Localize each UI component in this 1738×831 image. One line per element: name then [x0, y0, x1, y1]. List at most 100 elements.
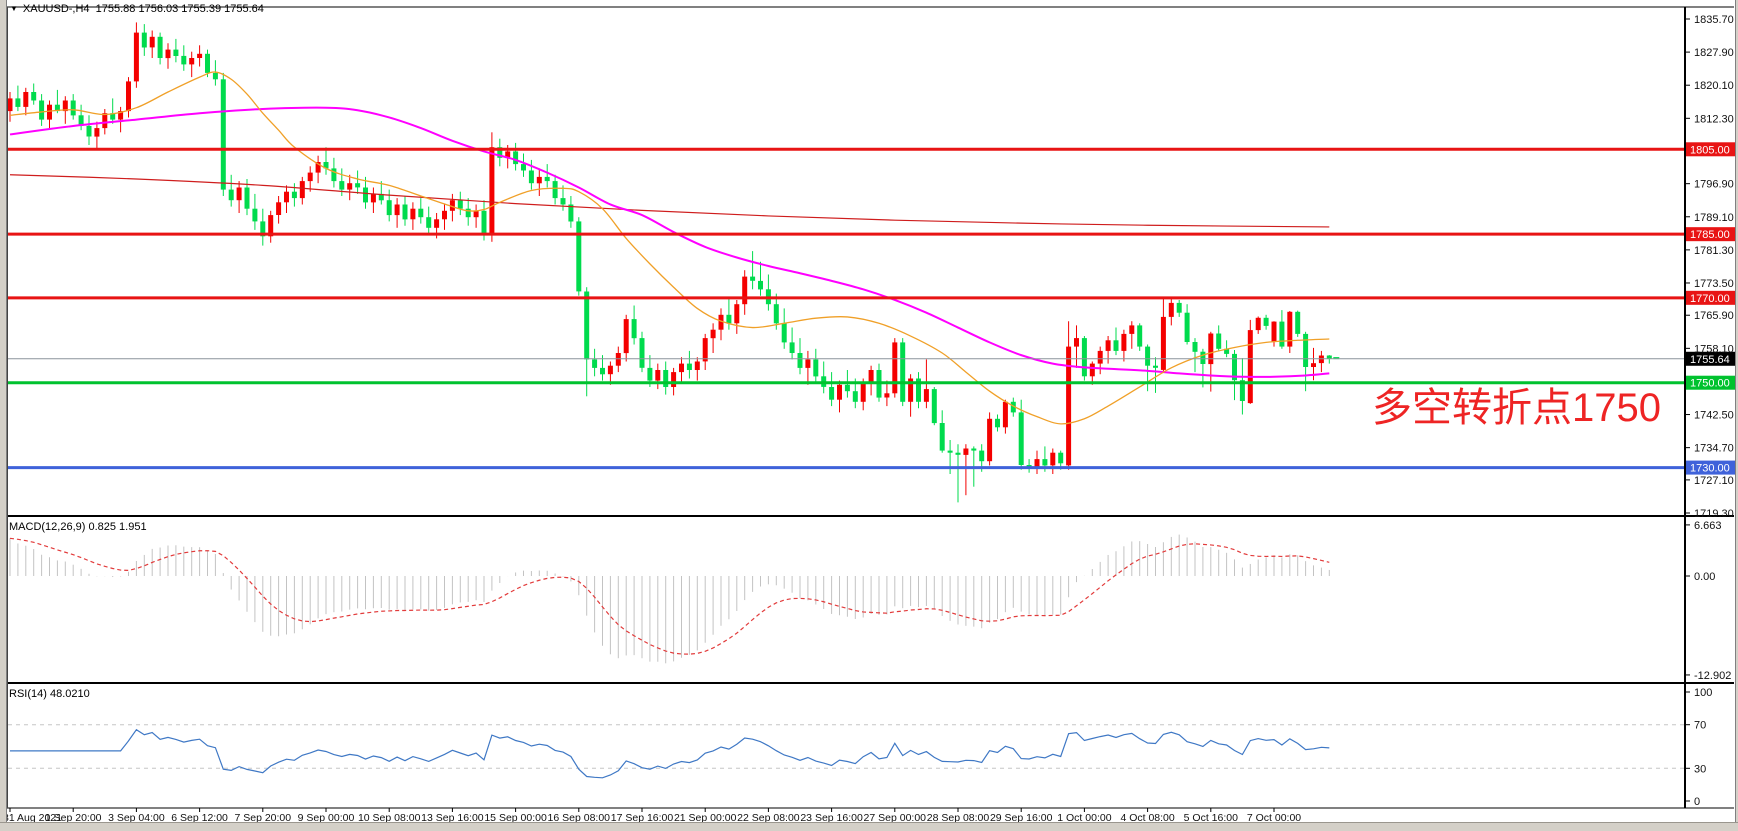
- macd-axis-tick: 0.00: [1694, 571, 1715, 583]
- chart-dropdown-icon[interactable]: ▼: [10, 4, 18, 13]
- candle-up: [908, 378, 914, 402]
- candle-down: [181, 55, 187, 65]
- rsi-axis-tick: 0: [1694, 796, 1700, 808]
- candle-down: [1303, 333, 1309, 367]
- candle-down: [900, 342, 906, 402]
- date-axis-tick: 9 Sep 00:00: [298, 812, 355, 824]
- candle-down: [789, 342, 795, 353]
- date-axis-tick: 28 Sep 08:00: [927, 812, 990, 824]
- candle-down: [291, 191, 297, 199]
- date-axis-tick: 31 Aug 2021: [3, 812, 62, 824]
- hline-price-label: 1770.00: [1690, 293, 1730, 305]
- candle-up: [1271, 321, 1277, 342]
- ma-slow-darkred: [9, 174, 1330, 228]
- hline-price-label: 1750.00: [1690, 378, 1730, 390]
- candle-down: [220, 79, 226, 190]
- candle-up: [165, 49, 171, 59]
- candle-up: [94, 128, 100, 137]
- candle-up: [536, 176, 542, 184]
- candle-up: [1121, 333, 1127, 351]
- candle-down: [497, 147, 503, 158]
- horizontal-lines[interactable]: 1805.00 1785.00 1770.00 1755.64 1750.00 1730.…: [8, 142, 1736, 475]
- candle-down: [971, 448, 977, 451]
- candle-down: [426, 217, 432, 228]
- candle-up: [197, 53, 203, 58]
- candle-down: [141, 32, 147, 48]
- candle-up: [189, 58, 195, 65]
- date-axis-tick: 1 Sep 20:00: [45, 812, 102, 824]
- candle-up: [118, 111, 124, 120]
- hline-price-label: 1805.00: [1690, 144, 1730, 156]
- candle-down: [600, 367, 605, 375]
- hline-price-label: 1755.64: [1690, 354, 1730, 366]
- window-bottom-edge: [0, 822, 1738, 831]
- candle-up: [149, 36, 155, 48]
- annotation-text[interactable]: 多空转折点1750: [1372, 386, 1661, 430]
- candle-down: [584, 291, 590, 360]
- candle-up: [1168, 302, 1174, 317]
- rsi-axis-tick: 70: [1694, 720, 1706, 732]
- panel-frame: [7, 6, 1734, 809]
- candle-down: [39, 100, 45, 120]
- candle-down: [639, 338, 645, 368]
- price-axis-tick: 1835.70: [1694, 14, 1734, 26]
- candle-down: [1326, 355, 1332, 359]
- candle-up: [860, 382, 866, 402]
- candle-down: [86, 125, 92, 137]
- price-axis-tick: 1789.10: [1694, 212, 1734, 224]
- price-axis-tick: 1820.10: [1694, 80, 1734, 92]
- candle-up: [615, 353, 621, 366]
- date-axis-tick: 16 Sep 08:00: [548, 812, 611, 824]
- chart-title-text: XAUUSD-,H4 1755.88 1756.03 1755.39 1755.…: [22, 3, 264, 15]
- candle-up: [1160, 316, 1166, 370]
- date-axis-tick: 17 Sep 16:00: [611, 812, 674, 824]
- date-axis-tick: 5 Oct 16:00: [1184, 812, 1238, 824]
- candle-down: [339, 181, 345, 190]
- candle-up: [671, 372, 677, 387]
- hline-price-label-bg: [1686, 290, 1736, 305]
- candle-up: [1318, 355, 1324, 364]
- candle-up: [236, 187, 242, 201]
- date-axis-tick: 29 Sep 16:00: [990, 812, 1053, 824]
- candle-down: [205, 53, 210, 73]
- candle-down: [521, 164, 526, 171]
- candle-down: [939, 423, 945, 451]
- hline-price-label: 1730.00: [1690, 463, 1730, 475]
- candle-down: [750, 276, 756, 281]
- candle-up: [655, 370, 661, 381]
- candle-down: [1216, 333, 1222, 349]
- candle-up: [7, 98, 13, 112]
- candle-up: [23, 92, 29, 107]
- candle-down: [647, 367, 653, 381]
- candle-down: [1295, 311, 1301, 334]
- candle-down: [244, 187, 250, 209]
- candle-up: [892, 342, 898, 394]
- candle-down: [663, 370, 669, 387]
- candle-up: [347, 183, 353, 190]
- candle-up: [718, 314, 724, 330]
- candle-down: [457, 200, 463, 209]
- macd-axis-tick: 6.663: [1694, 520, 1722, 532]
- candle-down: [797, 353, 803, 368]
- candle-down: [726, 314, 732, 324]
- candle-up: [1247, 330, 1253, 404]
- candle-up: [837, 384, 842, 400]
- candle-down: [1232, 353, 1237, 381]
- hline-price-label-bg: [1686, 142, 1736, 157]
- hline-price-label-bg: [1686, 375, 1736, 390]
- candle-down: [686, 363, 692, 370]
- candle-up: [1034, 459, 1040, 468]
- candle-up: [734, 304, 740, 324]
- candle-down: [212, 72, 218, 80]
- date-axis-tick: 13 Sep 16:00: [421, 812, 484, 824]
- candle-down: [386, 200, 392, 216]
- macd-histogram: [9, 534, 1330, 664]
- price-axis-tick: 1727.10: [1694, 475, 1734, 487]
- candle-up: [923, 389, 929, 402]
- candle-up: [489, 147, 495, 235]
- candle-down: [157, 36, 163, 58]
- candle-down: [1113, 340, 1119, 351]
- candle-down: [568, 204, 574, 222]
- candle-down: [813, 359, 819, 377]
